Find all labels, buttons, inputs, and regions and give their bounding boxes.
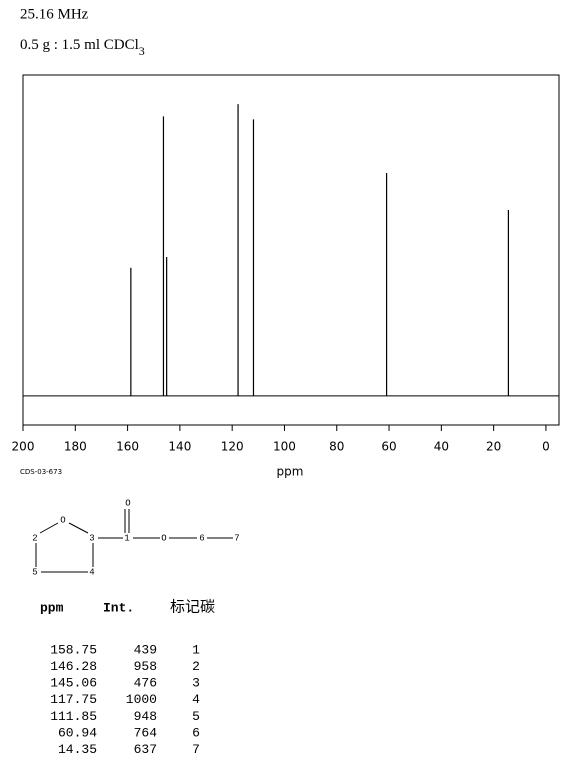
- x-axis-label: ppm: [277, 465, 304, 479]
- atom-label: O: [125, 498, 130, 508]
- x-tick-label: 60: [381, 440, 396, 454]
- x-tick-label: 180: [64, 440, 87, 454]
- atom-label: O: [161, 533, 166, 543]
- carbon-cell: 4: [192, 692, 200, 707]
- x-tick-label: 100: [273, 440, 296, 454]
- intensity-cell: 637: [134, 742, 157, 757]
- carbon-cell: 2: [192, 659, 200, 674]
- bond: [68, 522, 89, 534]
- x-tick-label: 80: [329, 440, 344, 454]
- intensity-cell: 476: [134, 676, 157, 691]
- plot-frame: [22, 74, 560, 426]
- ppm-cell: 146.28: [50, 659, 97, 674]
- ppm-cell: 158.75: [50, 642, 97, 657]
- x-tick-label: 160: [116, 440, 139, 454]
- atom-label: O: [60, 515, 65, 525]
- atom-label: 1: [124, 533, 129, 543]
- bond: [39, 522, 59, 534]
- atom-label: 3: [89, 533, 94, 543]
- ppm-cell: 145.06: [50, 676, 97, 691]
- intensity-cell: 439: [134, 642, 157, 657]
- table-header: 标记碳: [170, 598, 215, 615]
- structure: [35, 509, 233, 573]
- x-tick-label: 0: [542, 440, 550, 454]
- carbon-cell: 7: [192, 742, 200, 757]
- spectrum-code: CDS-03-673: [20, 468, 62, 476]
- sample-subscript: 3: [139, 44, 145, 58]
- frequency: 25.16 MHz: [20, 6, 89, 22]
- sample-text: 0.5 g : 1.5 ml CDCl: [20, 37, 139, 53]
- carbon-cell: 5: [192, 709, 200, 724]
- intensity-cell: 1000: [126, 692, 157, 707]
- atom-label: 5: [32, 567, 37, 577]
- ppm-cell: 111.85: [50, 709, 97, 724]
- table-header: Int.: [103, 600, 134, 615]
- x-tick-label: 120: [221, 440, 244, 454]
- atom-label: 2: [32, 533, 37, 543]
- x-tick-label: 200: [12, 440, 35, 454]
- atom-label: 7: [234, 533, 239, 543]
- sample: 0.5 g : 1.5 ml CDCl3: [20, 37, 145, 57]
- intensity-cell: 958: [134, 659, 157, 674]
- table-header: ppm: [40, 600, 64, 615]
- carbon-cell: 1: [192, 642, 200, 657]
- intensity-cell: 948: [134, 709, 157, 724]
- carbon-cell: 3: [192, 676, 200, 691]
- atom-label: 6: [199, 533, 204, 543]
- x-tick-label: 40: [434, 440, 449, 454]
- atom-label: 4: [89, 567, 94, 577]
- ppm-cell: 117.75: [50, 692, 97, 707]
- x-tick-label: 20: [486, 440, 501, 454]
- x-tick-label: 140: [168, 440, 191, 454]
- intensity-cell: 764: [134, 725, 158, 740]
- ppm-cell: 14.35: [58, 742, 97, 757]
- carbon-cell: 6: [192, 725, 200, 740]
- ppm-cell: 60.94: [58, 725, 97, 740]
